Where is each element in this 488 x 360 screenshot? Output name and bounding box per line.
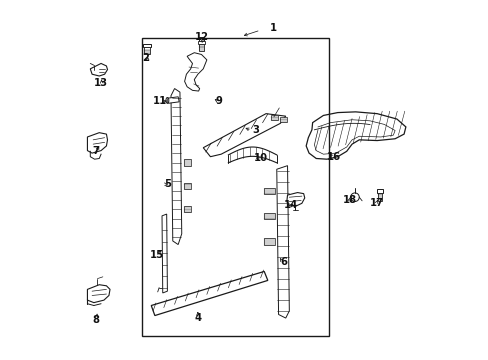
- Text: 6: 6: [280, 257, 287, 267]
- Text: 11: 11: [153, 96, 167, 106]
- Polygon shape: [183, 159, 190, 166]
- Polygon shape: [264, 188, 274, 194]
- Polygon shape: [276, 166, 289, 318]
- Text: 12: 12: [194, 32, 208, 41]
- Text: 10: 10: [253, 153, 267, 163]
- Text: 15: 15: [149, 250, 163, 260]
- Polygon shape: [271, 116, 277, 120]
- Polygon shape: [184, 53, 206, 91]
- Text: 18: 18: [343, 195, 357, 205]
- Polygon shape: [286, 193, 304, 206]
- Text: 16: 16: [326, 152, 341, 162]
- Polygon shape: [162, 214, 167, 293]
- Polygon shape: [264, 238, 274, 244]
- Text: 3: 3: [251, 125, 258, 135]
- Polygon shape: [198, 41, 204, 44]
- Polygon shape: [142, 44, 151, 47]
- Polygon shape: [305, 112, 405, 159]
- Text: 4: 4: [194, 313, 201, 323]
- Polygon shape: [199, 44, 203, 51]
- Polygon shape: [151, 271, 267, 316]
- Text: 7: 7: [92, 146, 99, 156]
- Text: 5: 5: [163, 179, 170, 189]
- Text: 9: 9: [216, 96, 223, 106]
- Circle shape: [350, 193, 359, 202]
- Polygon shape: [183, 183, 190, 189]
- Polygon shape: [264, 213, 274, 220]
- Text: 8: 8: [92, 315, 99, 325]
- Text: 2: 2: [142, 53, 149, 63]
- Text: 14: 14: [284, 200, 298, 210]
- Polygon shape: [90, 63, 107, 76]
- Polygon shape: [198, 37, 204, 41]
- Polygon shape: [144, 47, 149, 54]
- Polygon shape: [378, 193, 381, 201]
- Text: 17: 17: [369, 198, 384, 208]
- Polygon shape: [183, 206, 190, 212]
- Polygon shape: [203, 114, 285, 157]
- Polygon shape: [87, 285, 110, 303]
- Bar: [142, 39, 328, 336]
- Polygon shape: [167, 97, 179, 103]
- Text: 1: 1: [269, 23, 276, 33]
- Text: 13: 13: [94, 78, 108, 88]
- Polygon shape: [171, 89, 182, 244]
- Polygon shape: [376, 189, 382, 193]
- Ellipse shape: [165, 98, 168, 103]
- Polygon shape: [280, 117, 286, 122]
- Polygon shape: [87, 133, 107, 153]
